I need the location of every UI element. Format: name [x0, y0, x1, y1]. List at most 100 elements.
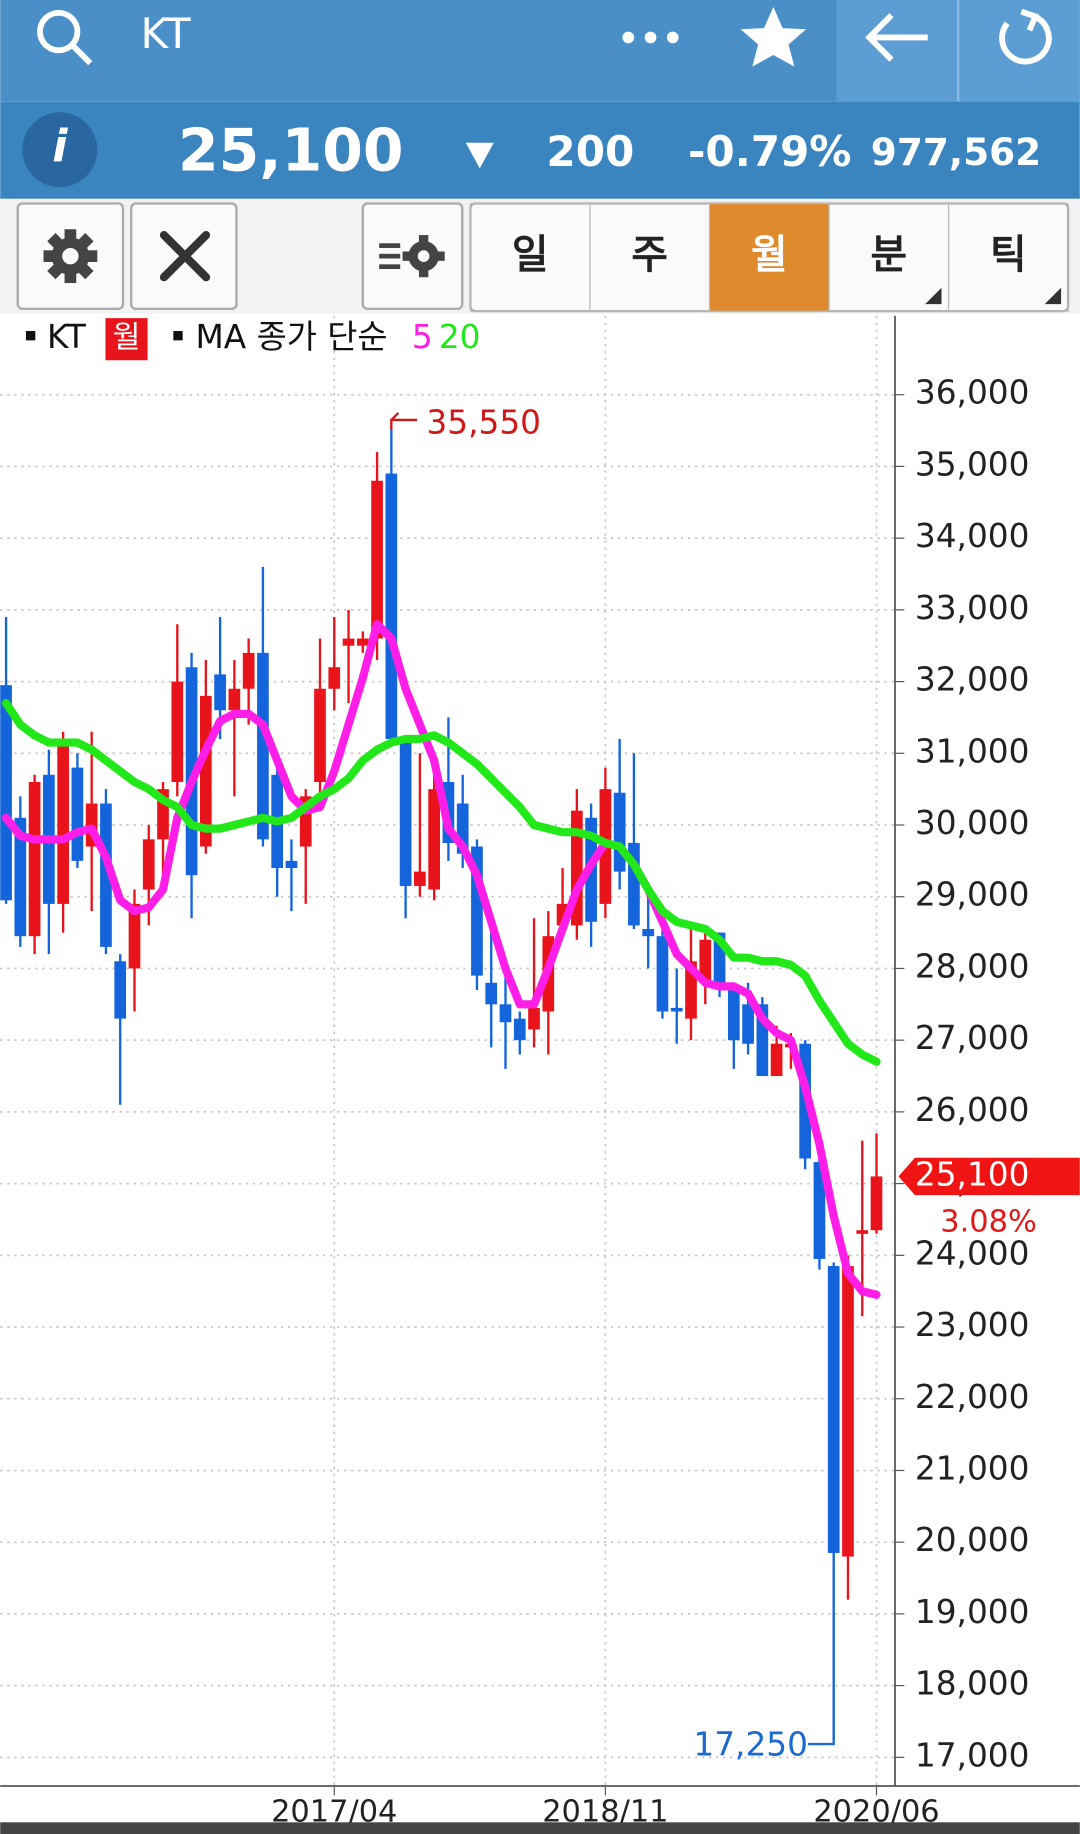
period-tab-label: 월 — [751, 232, 788, 278]
candle-body — [356, 638, 369, 646]
period-tab-label: 주 — [631, 232, 668, 278]
down-arrow — [465, 142, 494, 169]
candle-body — [157, 789, 169, 840]
y-tick-label: 34,000 — [915, 517, 1030, 555]
period-tab-label: 틱 — [990, 232, 1027, 278]
y-tick-label: 36,000 — [915, 374, 1030, 412]
candle-body — [214, 674, 226, 711]
min-arrow — [807, 1734, 835, 1746]
legend-marker — [173, 331, 183, 341]
legend-period: 월 — [113, 321, 141, 356]
candle-body — [328, 667, 341, 689]
more-icon[interactable] — [622, 31, 679, 44]
candle-body — [199, 695, 212, 847]
candle-body — [371, 480, 383, 639]
last-change-label: 3.08% — [940, 1205, 1037, 1240]
candle-body — [171, 681, 184, 782]
candle-body — [827, 1266, 840, 1553]
last-price-box — [898, 1157, 1080, 1196]
candle-body — [471, 846, 483, 976]
y-tick-label: 35,000 — [915, 445, 1030, 483]
candle-body — [727, 989, 740, 1041]
candle-body — [314, 688, 326, 782]
period-tab-label: 일 — [512, 232, 549, 278]
tab-corner — [1044, 287, 1062, 305]
tools-icon — [159, 231, 211, 282]
candle-body — [485, 982, 498, 1005]
candle-body — [71, 767, 84, 861]
refresh-icon[interactable] — [999, 8, 1052, 65]
y-tick-label: 27,000 — [915, 1019, 1030, 1057]
max-arrow-tip — [390, 412, 400, 421]
candle-body — [385, 473, 398, 739]
candle-body — [699, 939, 712, 983]
candle-body — [770, 1043, 783, 1077]
candle-body — [813, 1162, 826, 1259]
candle-body — [14, 817, 27, 937]
volume: 977,562 — [871, 130, 1041, 174]
legend-name: KT — [47, 318, 87, 356]
y-tick-label: 20,000 — [915, 1521, 1030, 1559]
y-tick-label: 33,000 — [915, 589, 1030, 627]
candle-body — [114, 961, 127, 1019]
legend-marker — [25, 331, 36, 341]
y-tick-label: 24,000 — [915, 1234, 1030, 1272]
candle-body — [285, 860, 298, 869]
change: 200 — [546, 127, 634, 176]
y-tick-label: 30,000 — [915, 804, 1030, 842]
y-tick-label: 26,000 — [915, 1091, 1030, 1129]
min-label: 17,250 — [693, 1725, 808, 1763]
moving-average — [1, 620, 881, 1299]
candle-body — [257, 652, 269, 840]
price: 25,100 — [178, 117, 404, 185]
candle-body — [342, 638, 355, 646]
star-icon[interactable] — [740, 7, 807, 67]
candle-body — [642, 929, 655, 937]
candle-body — [299, 796, 312, 847]
back-icon[interactable] — [865, 13, 928, 62]
candle-body — [856, 1230, 869, 1234]
candle-body — [0, 685, 12, 901]
candle-body — [28, 781, 41, 937]
period-tab[interactable] — [947, 202, 1069, 312]
candle-body — [414, 871, 426, 886]
last-price-label: 25,100 — [915, 1155, 1030, 1193]
y-tick-label: 19,000 — [915, 1593, 1030, 1631]
candle-body — [185, 667, 198, 876]
candle-body — [670, 1007, 683, 1012]
max-label: 35,550 — [426, 404, 541, 442]
moving-average — [1, 698, 881, 1066]
candle-body — [628, 842, 640, 926]
y-tick-label: 31,000 — [915, 732, 1030, 770]
candle-body — [685, 961, 697, 1019]
y-tick-label: 17,000 — [915, 1736, 1030, 1774]
legend-entry: 20 — [439, 318, 481, 356]
bottom-edge — [0, 1822, 1080, 1834]
candle-body — [656, 936, 669, 1012]
stock-name: KT — [141, 9, 191, 58]
candle-body — [513, 1018, 526, 1041]
period-tab[interactable] — [708, 202, 830, 312]
legend-entry: 5 — [412, 318, 433, 356]
search-icon[interactable] — [37, 9, 93, 66]
candle-body — [570, 810, 583, 926]
y-tick-label: 29,000 — [915, 876, 1030, 914]
y-tick-label: 21,000 — [915, 1449, 1030, 1487]
candle-body — [228, 688, 241, 711]
candle-body — [742, 1004, 754, 1044]
candle-body — [142, 839, 155, 890]
candle-body — [499, 1004, 512, 1023]
y-tick-label: 18,000 — [915, 1665, 1030, 1703]
change-pct: -0.79% — [688, 127, 852, 176]
candle-body — [100, 803, 112, 947]
candle-body — [870, 1176, 883, 1231]
candle-body — [428, 789, 440, 890]
candle-body — [242, 652, 255, 689]
candle-body — [713, 932, 726, 987]
candle-body — [456, 803, 469, 854]
candle-body — [613, 792, 626, 872]
info-button[interactable] — [22, 112, 98, 188]
candle-body — [399, 738, 412, 886]
